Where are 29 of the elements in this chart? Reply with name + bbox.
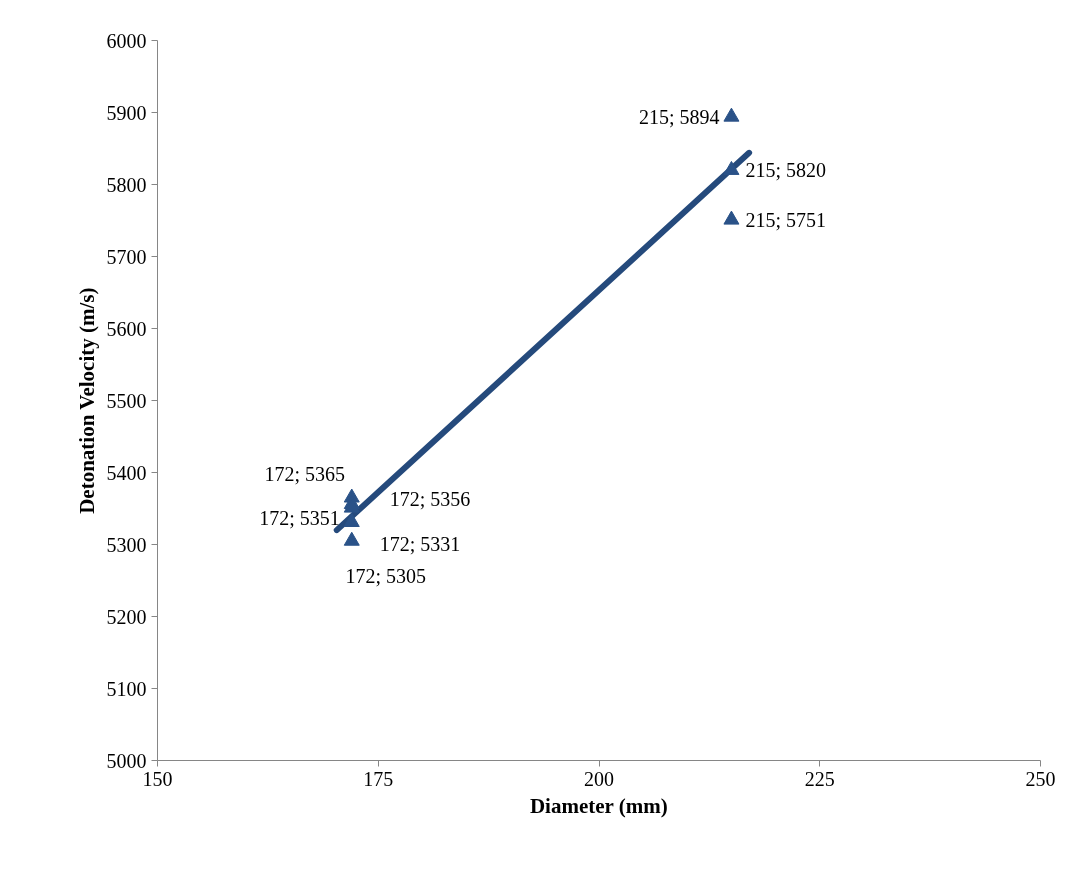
- data-label: 215; 5820: [745, 159, 827, 182]
- data-label: 172; 5305: [345, 564, 427, 587]
- y-tick-label: 5600: [106, 317, 147, 340]
- y-tick-label: 5200: [106, 605, 147, 628]
- y-tick-label: 5700: [106, 245, 147, 268]
- x-tick-label: 200: [584, 767, 614, 790]
- y-tick-label: 5300: [106, 533, 147, 556]
- point: [723, 160, 740, 175]
- x-tick-label: 250: [1025, 767, 1056, 790]
- x-axis-title: Diameter (mm): [529, 793, 668, 818]
- y-tick-label: 5500: [106, 389, 147, 412]
- x-tick-label: 175: [363, 767, 394, 790]
- y-tick-label: 5900: [106, 101, 147, 124]
- y-tick-label: 5400: [106, 461, 147, 484]
- y-tick-label: 5100: [106, 677, 147, 700]
- data-label: 215; 5894: [638, 105, 720, 128]
- y-tick-label: 6000: [106, 29, 147, 52]
- point: [723, 107, 740, 122]
- y-tick-label: 5800: [106, 173, 147, 196]
- data-label: 172; 5365: [264, 462, 346, 485]
- data-label: 172; 5331: [379, 533, 461, 556]
- point: [343, 513, 360, 528]
- data-label: 172; 5351: [259, 506, 340, 529]
- y-axis-title: Detonation Velocity (m/s): [74, 287, 99, 514]
- data-label: 172; 5356: [389, 488, 471, 511]
- x-tick-label: 225: [804, 767, 835, 790]
- point: [723, 210, 740, 225]
- data-label: 215; 5751: [745, 208, 827, 231]
- point: [343, 531, 360, 546]
